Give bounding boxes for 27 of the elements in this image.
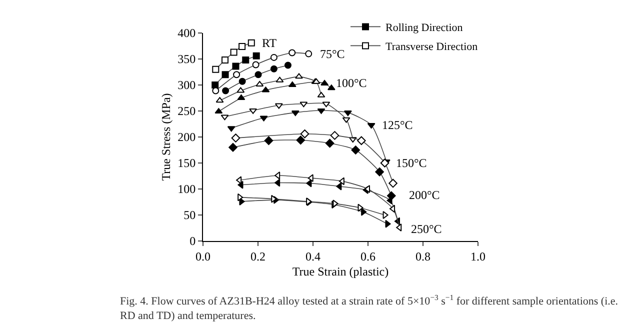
annotation: 125°C [382,118,413,132]
y-tick-label: 300 [178,78,196,92]
annotation: 200°C [409,188,440,202]
x-axis-title: True Strain (plastic) [292,264,389,278]
legend-label: Transverse Direction [386,40,478,53]
y-tick-label: 400 [178,26,196,40]
y-tick-label: 200 [178,130,196,144]
x-tick-label: 0.4 [306,249,320,264]
annotation: 250°C [411,222,442,236]
annotation: 150°C [396,156,427,170]
y-tick-label: 0 [190,234,196,248]
x-tick-label: 0.0 [196,249,210,264]
y-tick-label: 150 [178,156,196,170]
x-tick-label: 1.0 [470,249,486,264]
y-tick-label: 250 [178,104,196,118]
annotation: RT [262,36,278,50]
y-tick-label: 100 [178,182,196,196]
y-axis-title: True Stress (MPa) [158,93,173,181]
y-tick-label: 350 [178,52,196,66]
annotation: 100°C [336,76,367,90]
x-tick-label: 0.6 [360,249,376,264]
x-tick-label: 0.2 [250,249,266,264]
x-tick-label: 0.8 [416,249,430,264]
y-tick-label: 50 [184,208,196,222]
text: Fig. 4. Flow curves of AZ31B-H24 alloy tested at a strain rate of 5×10$^{−3}$ s$^{−1}$ for different sample orientations (i.e. RD and TD) and temperatures. [120,293,618,322]
legend-label: Rolling Direction [386,22,464,34]
annotation: 75°C [320,47,345,61]
